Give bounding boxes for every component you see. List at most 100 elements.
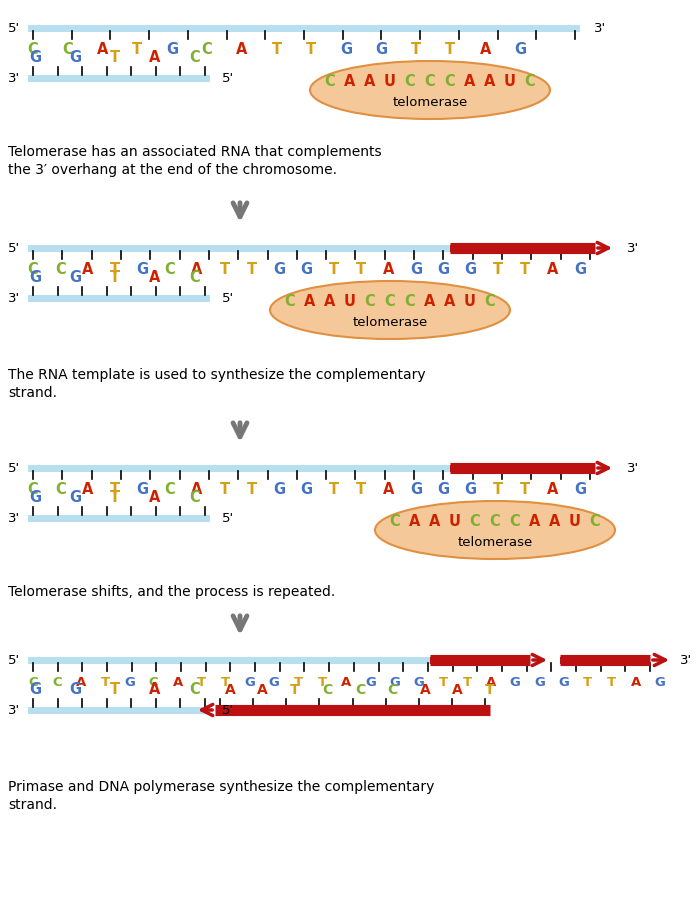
Text: A: A [225, 683, 235, 697]
Text: C: C [55, 483, 66, 497]
Text: A: A [409, 515, 421, 529]
Text: T: T [219, 263, 230, 278]
Text: T: T [583, 675, 592, 689]
Text: C: C [355, 683, 365, 697]
Text: C: C [510, 515, 521, 529]
Text: C: C [28, 263, 38, 278]
Text: A: A [429, 515, 440, 529]
Text: T: T [410, 42, 421, 58]
Text: C: C [28, 42, 38, 58]
Bar [450, 245, 595, 252]
Text: C: C [590, 515, 600, 529]
Text: Telomerase shifts, and the process is repeated.: Telomerase shifts, and the process is re… [8, 585, 335, 599]
Text: 5': 5' [222, 511, 234, 525]
Text: T: T [246, 263, 257, 278]
Text: T: T [294, 675, 303, 689]
Text: A: A [149, 270, 161, 286]
Text: G: G [69, 270, 81, 286]
Text: U: U [449, 515, 461, 529]
Text: T: T [329, 263, 339, 278]
Text: C: C [364, 295, 376, 310]
Text: 3': 3' [627, 462, 639, 474]
Text: A: A [149, 50, 161, 66]
Text: G: G [437, 263, 450, 278]
Text: T: T [133, 42, 142, 58]
Text: C: C [325, 74, 335, 90]
Text: A: A [631, 675, 641, 689]
Text: C: C [389, 515, 401, 529]
Text: telomerase: telomerase [352, 315, 428, 329]
Text: G: G [29, 490, 41, 506]
Text: T: T [110, 270, 120, 286]
Text: A: A [191, 483, 203, 497]
Bar [28, 515, 210, 521]
Text: 3': 3' [627, 242, 639, 255]
Text: T: T [318, 675, 327, 689]
Text: G: G [273, 483, 285, 497]
Text: G: G [69, 490, 81, 506]
Text: T: T [493, 483, 503, 497]
Text: C: C [55, 263, 66, 278]
Text: C: C [489, 515, 500, 529]
Bar [28, 74, 210, 82]
Text: 3': 3' [8, 291, 20, 304]
Text: A: A [452, 683, 463, 697]
Text: T: T [219, 483, 230, 497]
Text: G: G [574, 483, 586, 497]
Text: A: A [191, 263, 203, 278]
Text: G: G [273, 263, 285, 278]
Text: A: A [172, 675, 183, 689]
Text: A: A [424, 295, 436, 310]
Text: A: A [486, 675, 496, 689]
Text: A: A [257, 683, 268, 697]
Text: T: T [485, 683, 495, 697]
Text: C: C [149, 675, 158, 689]
Text: 5': 5' [222, 703, 234, 716]
Text: U: U [344, 295, 356, 310]
Text: C: C [28, 483, 38, 497]
Text: T: T [221, 675, 230, 689]
Text: C: C [470, 515, 480, 529]
Text: C: C [285, 295, 295, 310]
Text: G: G [29, 270, 41, 286]
Text: A: A [383, 483, 394, 497]
Text: G: G [514, 42, 526, 58]
Text: The RNA template is used to synthesize the complementary
strand.: The RNA template is used to synthesize t… [8, 368, 426, 400]
Text: A: A [82, 263, 94, 278]
Text: G: G [558, 675, 569, 689]
Bar [430, 657, 530, 663]
Text: C: C [387, 683, 398, 697]
Text: T: T [463, 675, 472, 689]
Text: G: G [29, 50, 41, 66]
Text: T: T [329, 483, 339, 497]
Text: G: G [166, 42, 178, 58]
Text: C: C [190, 682, 200, 697]
Text: A: A [364, 74, 376, 90]
Text: Telomerase has an associated RNA that complements
the 3′ overhang at the end of : Telomerase has an associated RNA that co… [8, 145, 382, 178]
Text: T: T [607, 675, 616, 689]
Text: A: A [419, 683, 431, 697]
Text: 5': 5' [8, 21, 20, 35]
Text: U: U [504, 74, 516, 90]
Text: C: C [322, 683, 333, 697]
Text: A: A [325, 295, 336, 310]
Text: Primase and DNA polymerase synthesize the complementary
strand.: Primase and DNA polymerase synthesize th… [8, 780, 434, 812]
Text: 3': 3' [8, 71, 20, 84]
Text: 5': 5' [8, 462, 20, 474]
Text: A: A [383, 263, 394, 278]
Text: G: G [465, 263, 477, 278]
Text: T: T [246, 483, 257, 497]
Ellipse shape [375, 501, 615, 559]
Text: C: C [190, 270, 200, 286]
Text: A: A [464, 74, 476, 90]
Text: 3': 3' [594, 21, 606, 35]
Text: 3': 3' [8, 703, 20, 716]
Text: T: T [110, 682, 120, 697]
Text: G: G [410, 263, 422, 278]
Text: G: G [300, 263, 313, 278]
Text: G: G [510, 675, 521, 689]
Text: T: T [272, 42, 281, 58]
Text: T: T [110, 490, 120, 506]
Text: G: G [69, 682, 81, 697]
Text: A: A [344, 74, 356, 90]
